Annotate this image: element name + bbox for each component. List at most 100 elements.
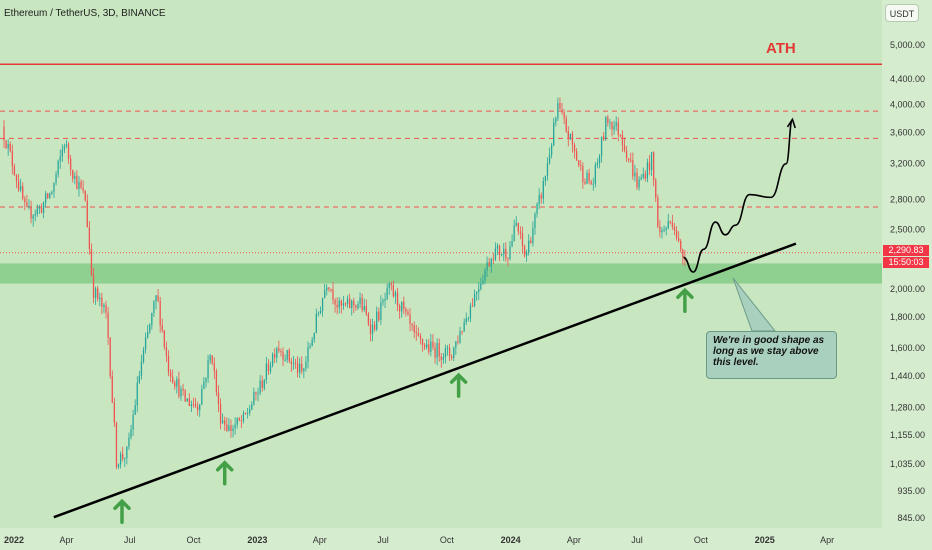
candle-body-143 xyxy=(301,363,303,372)
candle-body-14 xyxy=(32,215,34,219)
candle-body-106 xyxy=(224,420,226,425)
candle-body-130 xyxy=(274,354,276,358)
candle-body-312 xyxy=(653,152,655,180)
candle-body-93 xyxy=(197,405,199,411)
candle-body-245 xyxy=(513,225,515,242)
candle-body-207 xyxy=(434,347,436,358)
candle-body-225 xyxy=(471,305,474,307)
candle-body-174 xyxy=(365,306,367,315)
candle-body-273 xyxy=(571,133,574,145)
candle-body-44 xyxy=(94,288,97,298)
candle-body-147 xyxy=(309,345,311,348)
candle-body-51 xyxy=(109,337,111,377)
candle-body-205 xyxy=(430,341,432,352)
x-tick-6: Jul xyxy=(377,535,389,545)
candle-body-221 xyxy=(463,322,465,332)
candle-body-24 xyxy=(53,183,55,193)
candle-body-275 xyxy=(575,151,578,161)
candle-body-42 xyxy=(90,248,93,276)
candle-body-301 xyxy=(630,159,632,161)
candle-body-217 xyxy=(455,341,457,348)
x-tick-3: Oct xyxy=(186,535,201,545)
candle-body-91 xyxy=(192,404,195,406)
currency-button[interactable]: USDT xyxy=(885,4,919,22)
y-tick-6: 2,500.00 xyxy=(890,224,925,234)
x-tick-5: Apr xyxy=(313,535,327,545)
candle-body-102 xyxy=(215,371,218,393)
candle-body-97 xyxy=(205,378,207,382)
candle-body-302 xyxy=(632,160,634,177)
candle-body-240 xyxy=(503,248,505,255)
candle-body-6 xyxy=(15,175,18,182)
candle-body-305 xyxy=(638,179,640,188)
candle-body-285 xyxy=(596,163,599,165)
x-tick-12: 2025 xyxy=(755,535,775,545)
support-arrow-3 xyxy=(676,287,694,314)
candle-body-152 xyxy=(319,310,322,314)
candle-body-322 xyxy=(673,227,676,231)
candle-body-227 xyxy=(476,292,478,294)
candle-body-196 xyxy=(411,323,413,326)
candle-body-25 xyxy=(55,174,57,184)
candle-body-15 xyxy=(34,213,36,216)
candle-body-4 xyxy=(11,150,13,167)
candle-body-53 xyxy=(113,402,116,423)
candle-body-65 xyxy=(138,375,140,383)
candle-body-298 xyxy=(623,145,626,151)
candle-body-203 xyxy=(426,344,428,348)
candle-body-80 xyxy=(169,372,172,377)
candle-body-166 xyxy=(349,298,351,309)
candle-body-35 xyxy=(76,175,78,190)
candle-body-176 xyxy=(369,324,372,334)
candle-body-234 xyxy=(490,259,492,267)
candle-body-310 xyxy=(648,162,651,171)
price-axis-panel xyxy=(882,0,932,550)
candle-body-247 xyxy=(517,222,519,232)
candle-body-146 xyxy=(307,347,309,362)
candle-body-52 xyxy=(111,376,113,403)
candle-body-218 xyxy=(457,341,459,343)
candle-body-235 xyxy=(492,259,494,261)
candle-body-21 xyxy=(47,193,49,198)
y-tick-8: 1,800.00 xyxy=(890,312,925,322)
candle-body-76 xyxy=(161,325,163,331)
y-tick-2: 4,000.00 xyxy=(890,99,925,109)
candle-body-38 xyxy=(82,187,84,191)
candle-body-188 xyxy=(394,292,397,297)
candle-body-167 xyxy=(351,300,353,309)
candle-body-204 xyxy=(428,344,430,352)
candle-body-105 xyxy=(221,420,224,424)
candle-body-84 xyxy=(178,379,180,397)
candle-body-119 xyxy=(251,404,253,410)
candle-body-88 xyxy=(186,398,188,402)
candle-body-253 xyxy=(530,240,532,244)
candle-body-249 xyxy=(521,232,524,246)
x-tick-1: Apr xyxy=(59,535,73,545)
candle-body-261 xyxy=(546,163,549,176)
candle-body-277 xyxy=(580,165,582,167)
candle-body-323 xyxy=(675,230,678,239)
candle-body-228 xyxy=(478,288,480,293)
candle-body-162 xyxy=(340,300,342,306)
candle-body-49 xyxy=(105,304,107,313)
candle-body-178 xyxy=(373,324,376,330)
candle-body-171 xyxy=(359,297,361,304)
candle-body-222 xyxy=(465,318,467,323)
candle-body-31 xyxy=(67,144,70,159)
candle-body-40 xyxy=(86,200,88,228)
candle-body-128 xyxy=(269,365,272,372)
x-tick-8: 2024 xyxy=(501,535,521,545)
candle-body-95 xyxy=(201,388,203,405)
candle-body-117 xyxy=(246,412,249,414)
candle-body-292 xyxy=(611,122,613,130)
candle-body-219 xyxy=(459,330,461,343)
candle-body-197 xyxy=(413,325,415,333)
candle-body-263 xyxy=(550,145,553,155)
countdown-tag: 15:50:03 xyxy=(883,257,929,268)
candle-body-220 xyxy=(461,330,463,332)
candle-body-74 xyxy=(157,295,159,301)
candle-body-60 xyxy=(128,437,130,447)
candle-body-180 xyxy=(378,311,380,321)
candle-body-299 xyxy=(625,150,628,159)
